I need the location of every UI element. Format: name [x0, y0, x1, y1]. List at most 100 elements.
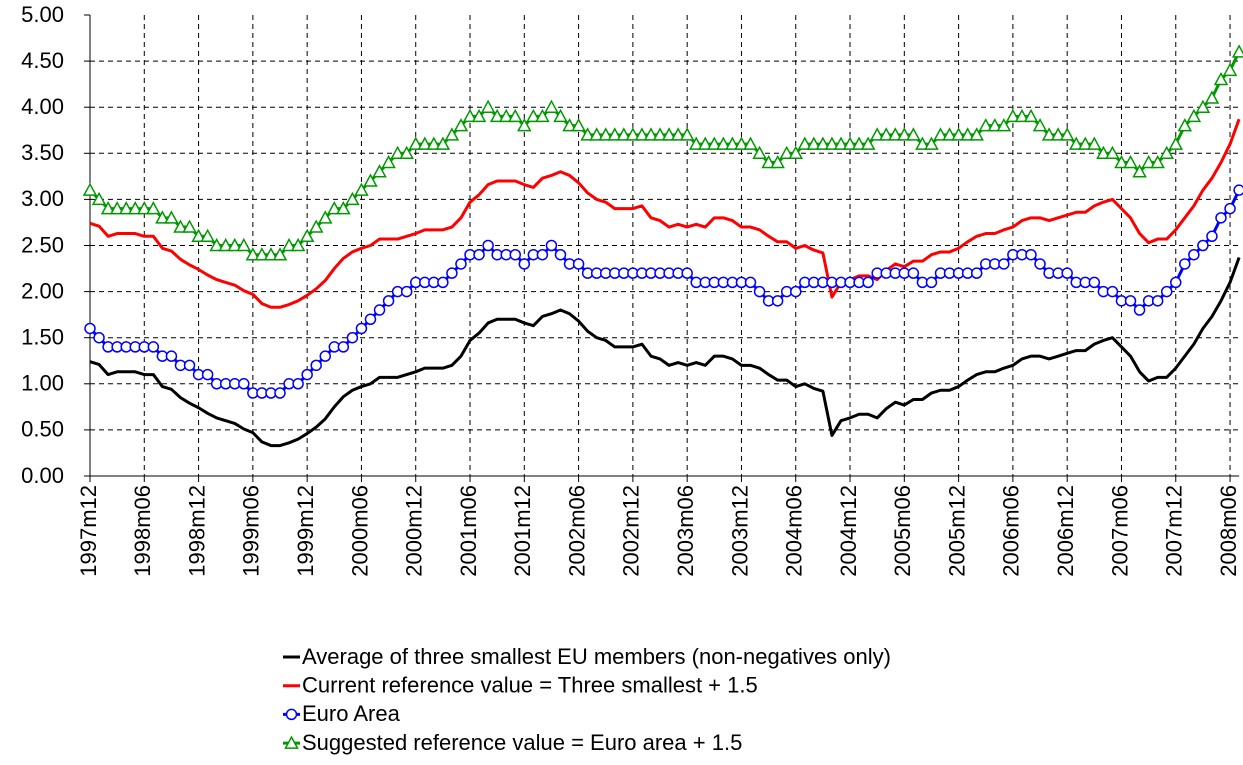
marker: [878, 127, 894, 141]
marker: [752, 145, 767, 160]
x-tick-label: 2001m12: [510, 485, 535, 577]
marker: [915, 136, 930, 150]
marker: [93, 331, 105, 344]
marker: [860, 136, 876, 150]
marker: [562, 118, 577, 132]
marker: [471, 108, 487, 123]
marker: [482, 239, 494, 252]
marker: [842, 136, 858, 150]
marker: [364, 313, 377, 326]
marker: [1041, 127, 1057, 141]
marker: [681, 267, 693, 279]
marker: [1204, 90, 1220, 104]
marker: [1032, 118, 1048, 132]
marker: [238, 378, 250, 390]
marker: [354, 182, 369, 196]
x-tick-label: 2008m06: [1216, 485, 1241, 577]
marker: [227, 237, 243, 252]
marker: [1050, 127, 1066, 141]
marker: [797, 136, 813, 150]
marker: [670, 127, 686, 141]
marker: [373, 304, 386, 316]
marker: [272, 247, 288, 261]
x-tick-label: 2005m12: [944, 485, 969, 577]
marker: [942, 127, 957, 141]
marker: [779, 145, 794, 160]
marker: [518, 258, 531, 270]
marker: [417, 136, 433, 150]
marker: [165, 350, 178, 362]
marker: [1078, 136, 1093, 150]
marker: [643, 127, 659, 141]
x-tick-label: 1998m12: [184, 485, 209, 577]
marker: [317, 210, 333, 224]
x-tick-label: 2005m06: [890, 485, 915, 577]
marker: [743, 136, 758, 150]
legend-label: Euro Area: [302, 701, 401, 726]
marker: [118, 201, 134, 215]
marker: [245, 247, 261, 261]
marker: [862, 276, 874, 289]
marker: [716, 136, 731, 150]
marker: [507, 108, 523, 123]
marker: [1195, 99, 1211, 113]
marker: [679, 127, 695, 141]
marker: [960, 127, 975, 141]
marker: [1188, 248, 1200, 261]
marker: [127, 201, 143, 215]
marker: [319, 350, 331, 362]
marker: [109, 201, 125, 215]
marker: [455, 258, 467, 270]
x-tick-label: 2000m06: [347, 485, 372, 577]
marker: [489, 108, 505, 123]
marker: [925, 276, 938, 289]
y-tick-label: 4.00: [21, 94, 64, 119]
marker: [1096, 145, 1111, 160]
marker: [1170, 276, 1182, 289]
marker: [236, 237, 252, 252]
marker: [1023, 108, 1039, 123]
marker: [327, 201, 342, 215]
legend-label: Current reference value = Three smallest…: [302, 673, 758, 698]
marker: [571, 118, 586, 132]
marker: [200, 228, 215, 243]
marker: [1179, 258, 1191, 270]
marker: [761, 154, 776, 169]
marker: [1087, 136, 1102, 150]
marker: [164, 210, 179, 224]
marker: [753, 285, 766, 298]
marker: [426, 136, 442, 150]
x-tick-label: 2006m12: [1053, 485, 1078, 577]
marker: [1168, 136, 1184, 150]
marker: [1150, 154, 1165, 169]
marker: [824, 136, 840, 150]
marker: [218, 237, 233, 252]
marker: [91, 191, 107, 206]
legend-label: Average of three smallest EU members (no…: [302, 644, 891, 669]
series-line: [89, 256, 1241, 448]
marker: [263, 247, 279, 261]
marker: [553, 108, 568, 123]
marker: [770, 154, 785, 169]
x-tick-label: 2007m12: [1162, 485, 1187, 577]
marker: [771, 295, 784, 307]
x-tick-label: 2003m12: [727, 485, 752, 577]
marker: [147, 341, 160, 353]
marker: [1114, 154, 1129, 169]
marker: [888, 127, 903, 141]
marker: [707, 136, 722, 150]
x-tick-label: 2004m12: [836, 485, 861, 577]
marker: [1133, 304, 1146, 316]
marker: [284, 735, 299, 749]
marker: [1014, 108, 1030, 123]
marker: [1123, 154, 1138, 169]
marker: [382, 295, 395, 307]
marker: [734, 136, 749, 150]
marker: [1233, 184, 1243, 196]
marker: [545, 239, 558, 252]
marker: [137, 201, 152, 215]
marker: [1231, 44, 1243, 58]
marker: [998, 258, 1010, 270]
marker: [1197, 239, 1209, 252]
x-tick-label: 1999m12: [293, 485, 318, 577]
